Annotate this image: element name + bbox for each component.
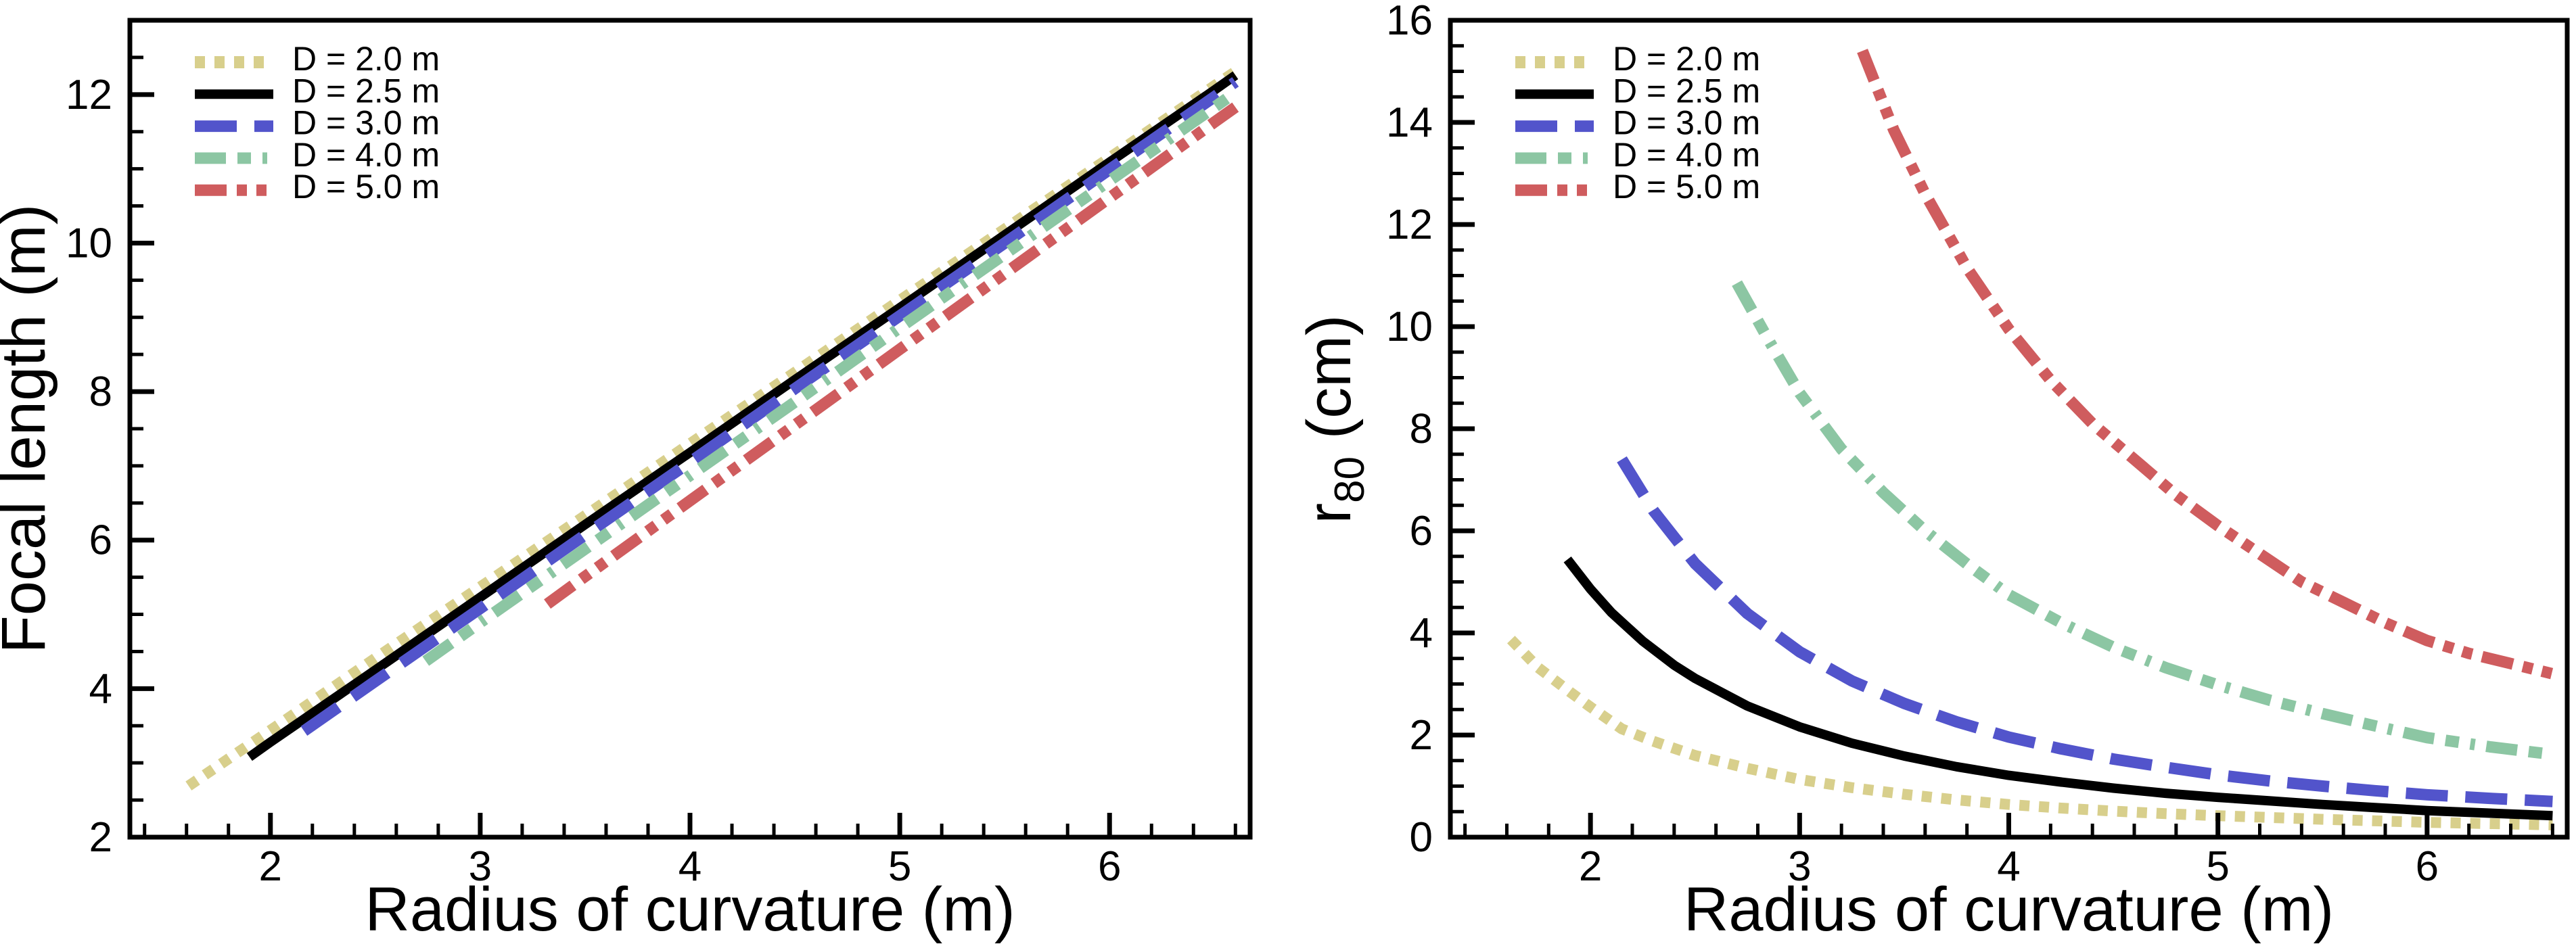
y-tick-label: 2 bbox=[89, 814, 112, 861]
legend-entry-d-2-5-m: D = 2.5 m bbox=[195, 72, 440, 110]
x-tick-label: 2 bbox=[1579, 843, 1602, 890]
y-tick-label: 12 bbox=[66, 72, 112, 118]
series-line-d-4-0-m bbox=[422, 87, 1239, 666]
r80-panel: 2 3 4 5 6 0 2 4 6 8 10 12 14 16 Radius of curvature (m… bbox=[1295, 0, 2570, 944]
x-tick-label: 3 bbox=[1788, 843, 1811, 890]
series-line-d-3-0-m bbox=[300, 77, 1239, 736]
y-axis-title: Focal length (m) bbox=[0, 204, 58, 654]
legend-entry-d-4-0-m: D = 4.0 m bbox=[1515, 136, 1760, 174]
y-tick-label: 6 bbox=[1410, 508, 1433, 554]
y-tick-label: 10 bbox=[66, 220, 112, 266]
y-tick-label: 8 bbox=[89, 369, 112, 415]
series-line-d-2-0-m bbox=[185, 67, 1239, 790]
series-line-d-3-0-m bbox=[1617, 456, 2553, 807]
legend-label-d-4-0-m: D = 4.0 m bbox=[292, 136, 440, 174]
legend-label-d-2-0-m: D = 2.0 m bbox=[292, 40, 440, 78]
legend-label-d-5-0-m: D = 5.0 m bbox=[292, 168, 440, 206]
legend: D = 2.0 mD = 2.5 mD = 3.0 mD = 4.0 mD = … bbox=[1515, 40, 1760, 206]
y-tick-label: 0 bbox=[1410, 814, 1433, 861]
x-axis-title: Radius of curvature (m) bbox=[365, 875, 1015, 944]
legend-entry-d-2-0-m: D = 2.0 m bbox=[1515, 40, 1760, 78]
legend-entry-d-2-5-m: D = 2.5 m bbox=[1515, 72, 1760, 110]
legend-label-d-2-0-m: D = 2.0 m bbox=[1613, 40, 1760, 78]
series-line-d-5-0-m bbox=[544, 102, 1239, 609]
y-axis-title: r80 (cm) bbox=[1295, 314, 1373, 523]
x-tick-label: 6 bbox=[1098, 843, 1121, 890]
legend-entry-d-5-0-m: D = 5.0 m bbox=[195, 168, 440, 206]
x-tick-label: 4 bbox=[678, 843, 702, 890]
y-tick-label: 16 bbox=[1386, 0, 1433, 44]
series-line-d-5-0-m bbox=[1857, 49, 2554, 680]
legend-entry-d-2-0-m: D = 2.0 m bbox=[195, 40, 440, 78]
x-tick-label: 5 bbox=[888, 843, 911, 890]
y-tick-label: 12 bbox=[1386, 202, 1433, 248]
legend-label-d-5-0-m: D = 5.0 m bbox=[1613, 168, 1760, 206]
legend-entry-d-5-0-m: D = 5.0 m bbox=[1515, 168, 1760, 206]
x-tick-label: 4 bbox=[1997, 843, 2020, 890]
series-line-d-2-5-m bbox=[1563, 557, 2553, 821]
y-tick-label: 14 bbox=[1386, 99, 1433, 146]
x-tick-label: 3 bbox=[469, 843, 492, 890]
y-tick-label: 10 bbox=[1386, 304, 1433, 350]
x-tick-label: 5 bbox=[2206, 843, 2229, 890]
legend-label-d-4-0-m: D = 4.0 m bbox=[1613, 136, 1760, 174]
legend-entry-d-3-0-m: D = 3.0 m bbox=[195, 104, 440, 142]
x-axis-title: Radius of curvature (m) bbox=[1684, 875, 2334, 944]
legend-entry-d-4-0-m: D = 4.0 m bbox=[195, 136, 440, 174]
focal-length-panel: 2 3 4 5 6 2 4 6 8 10 12 Radius of curvature (m) Foca… bbox=[0, 18, 1253, 944]
y-tick-label: 4 bbox=[1410, 610, 1433, 657]
legend-label-d-2-5-m: D = 2.5 m bbox=[292, 72, 440, 110]
legend-label-d-3-0-m: D = 3.0 m bbox=[292, 104, 440, 142]
y-tick-label: 4 bbox=[89, 665, 112, 712]
legend-label-d-2-5-m: D = 2.5 m bbox=[1613, 72, 1760, 110]
y-tick-label: 2 bbox=[1410, 712, 1433, 759]
legend: D = 2.0 mD = 2.5 mD = 3.0 mD = 4.0 mD = … bbox=[195, 40, 440, 206]
series-line-d-4-0-m bbox=[1732, 280, 2554, 761]
y-tick-label: 8 bbox=[1410, 406, 1433, 452]
series-line-d-2-5-m bbox=[246, 71, 1239, 761]
y-tick-label: 6 bbox=[89, 517, 112, 564]
legend-entry-d-3-0-m: D = 3.0 m bbox=[1515, 104, 1760, 142]
x-tick-label: 6 bbox=[2416, 843, 2439, 890]
legend-label-d-3-0-m: D = 3.0 m bbox=[1613, 104, 1760, 142]
x-tick-label: 2 bbox=[259, 843, 282, 890]
